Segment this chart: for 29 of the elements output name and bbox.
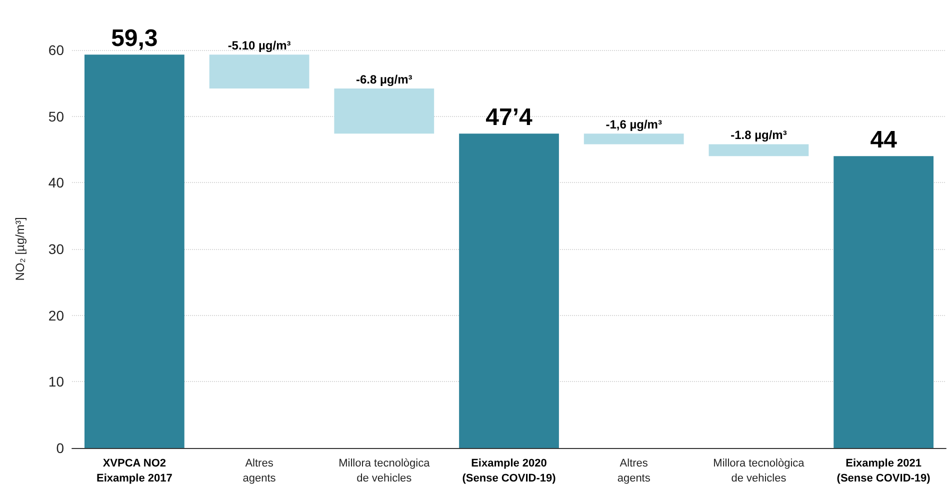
x-tick-label: Altres agents [242, 458, 276, 484]
bar [584, 134, 684, 144]
data-label: -1.8 µg/m³ [730, 128, 787, 142]
y-tick-label: 50 [48, 108, 64, 124]
x-tick-label: Eixample 2021 (Sense COVID-19) [836, 458, 931, 484]
y-tick-label: 60 [48, 42, 64, 58]
x-tick-label: Millora tecnològica de vehicles [338, 458, 431, 484]
data-label: 47’4 [486, 104, 534, 132]
data-label: -6.8 µg/m³ [356, 72, 412, 86]
bar [459, 134, 559, 448]
y-tick-label: 40 [48, 174, 64, 191]
bar [708, 144, 809, 156]
x-tick-label: XVPCA NO2 Eixample 2017 [96, 458, 172, 484]
y-tick-label: 0 [56, 440, 64, 456]
y-tick-label: 10 [48, 374, 64, 390]
x-tick-label: Eixample 2020 (Sense COVID-19) [462, 458, 556, 484]
x-tick-label: Altres agents [617, 458, 651, 484]
bar [834, 156, 934, 448]
bar [209, 54, 310, 88]
y-axis-title: NO₂ [µg/m³] [13, 217, 27, 281]
bar [334, 88, 434, 134]
data-label: -5.10 µg/m³ [228, 38, 291, 53]
data-label: 59,3 [111, 25, 158, 52]
data-label: -1,6 µg/m³ [606, 118, 662, 132]
data-label: 44 [870, 126, 898, 154]
y-tick-label: 20 [48, 307, 64, 324]
bar [84, 54, 184, 448]
y-tick-label: 30 [48, 241, 64, 257]
x-tick-label: Millora tecnològica de vehicles [713, 458, 806, 484]
